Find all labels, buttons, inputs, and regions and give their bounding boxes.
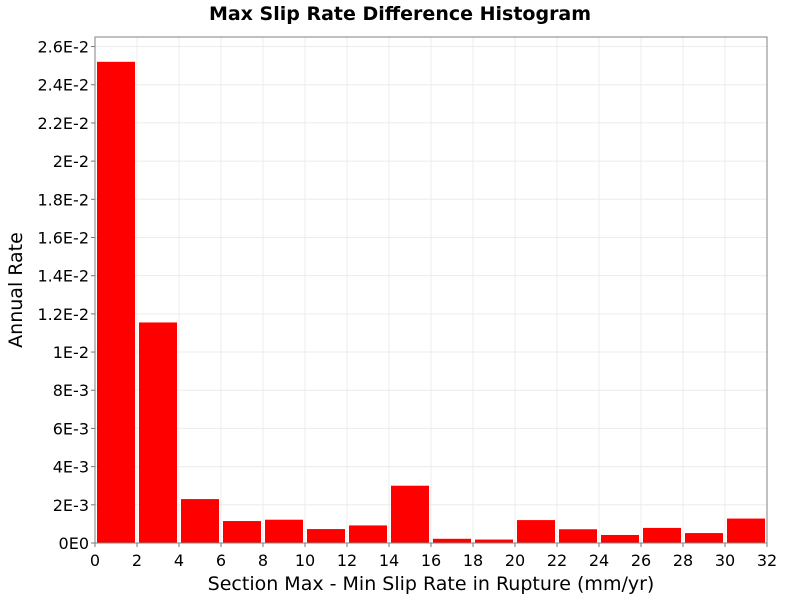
bar-8 (433, 538, 471, 543)
bar-14 (685, 533, 723, 543)
y-tick-label-11: 2.2E-2 (37, 114, 89, 133)
x-tick-label-4: 8 (258, 551, 268, 570)
y-axis-ticks: 0E0 2E-3 4E-3 6E-3 8E-3 1E-2 1.2E-2 1.4E-2 1.6E-… (37, 38, 95, 553)
bar-13 (643, 527, 681, 543)
x-tick-label-8: 16 (421, 551, 441, 570)
bar-5 (307, 529, 345, 543)
x-tick-label-12: 24 (589, 551, 609, 570)
x-tick-label-2: 4 (174, 551, 184, 570)
bar-11 (559, 529, 597, 543)
bar-12 (601, 534, 639, 543)
bar-6 (349, 525, 387, 543)
plot-area-frame (94, 36, 768, 544)
bar-10 (517, 520, 555, 543)
x-tick-label-7: 14 (379, 551, 399, 570)
y-tick-label-5: 1E-2 (53, 343, 89, 362)
y-tick-label-13: 2.6E-2 (37, 38, 89, 57)
y-tick-label-9: 1.8E-2 (37, 190, 89, 209)
x-axis-label: Section Max - Min Slip Rate in Rupture (… (208, 573, 655, 595)
x-tick-label-15: 30 (715, 551, 735, 570)
y-tick-label-6: 1.2E-2 (37, 305, 89, 324)
x-tick-label-3: 6 (216, 551, 226, 570)
x-tick-label-0: 0 (90, 551, 100, 570)
x-tick-label-9: 18 (463, 551, 483, 570)
bar-1 (139, 322, 177, 543)
bar-4 (265, 519, 303, 543)
y-axis-label: Annual Rate (5, 232, 27, 348)
x-axis-ticks: 0 2 4 6 8 10 12 14 16 18 20 22 24 26 28 30 32 (90, 543, 777, 570)
bar-2 (181, 499, 219, 543)
grid-layer (94, 37, 768, 544)
y-tick-label-0: 0E0 (59, 534, 89, 553)
x-tick-label-13: 26 (631, 551, 651, 570)
y-tick-label-3: 6E-3 (53, 419, 89, 438)
y-tick-label-1: 2E-3 (53, 496, 89, 515)
bar-9 (475, 539, 513, 543)
bar-15 (727, 518, 765, 543)
x-tick-label-1: 2 (132, 551, 142, 570)
y-tick-label-4: 8E-3 (53, 381, 89, 400)
x-tick-label-6: 12 (337, 551, 357, 570)
bar-7 (391, 485, 429, 543)
bars-layer (97, 61, 765, 544)
bar-3 (223, 521, 261, 543)
x-tick-label-5: 10 (295, 551, 315, 570)
bar-0 (97, 61, 135, 544)
x-tick-label-14: 28 (673, 551, 693, 570)
x-tick-label-16: 32 (757, 551, 777, 570)
x-tick-label-11: 22 (547, 551, 567, 570)
y-tick-label-2: 4E-3 (53, 458, 89, 477)
chart-title: Max Slip Rate Difference Histogram (209, 3, 591, 25)
y-tick-label-7: 1.4E-2 (37, 267, 89, 286)
y-tick-label-8: 1.6E-2 (37, 228, 89, 247)
y-tick-label-12: 2.4E-2 (37, 76, 89, 95)
x-tick-label-10: 20 (505, 551, 525, 570)
y-tick-label-10: 2E-2 (53, 152, 89, 171)
